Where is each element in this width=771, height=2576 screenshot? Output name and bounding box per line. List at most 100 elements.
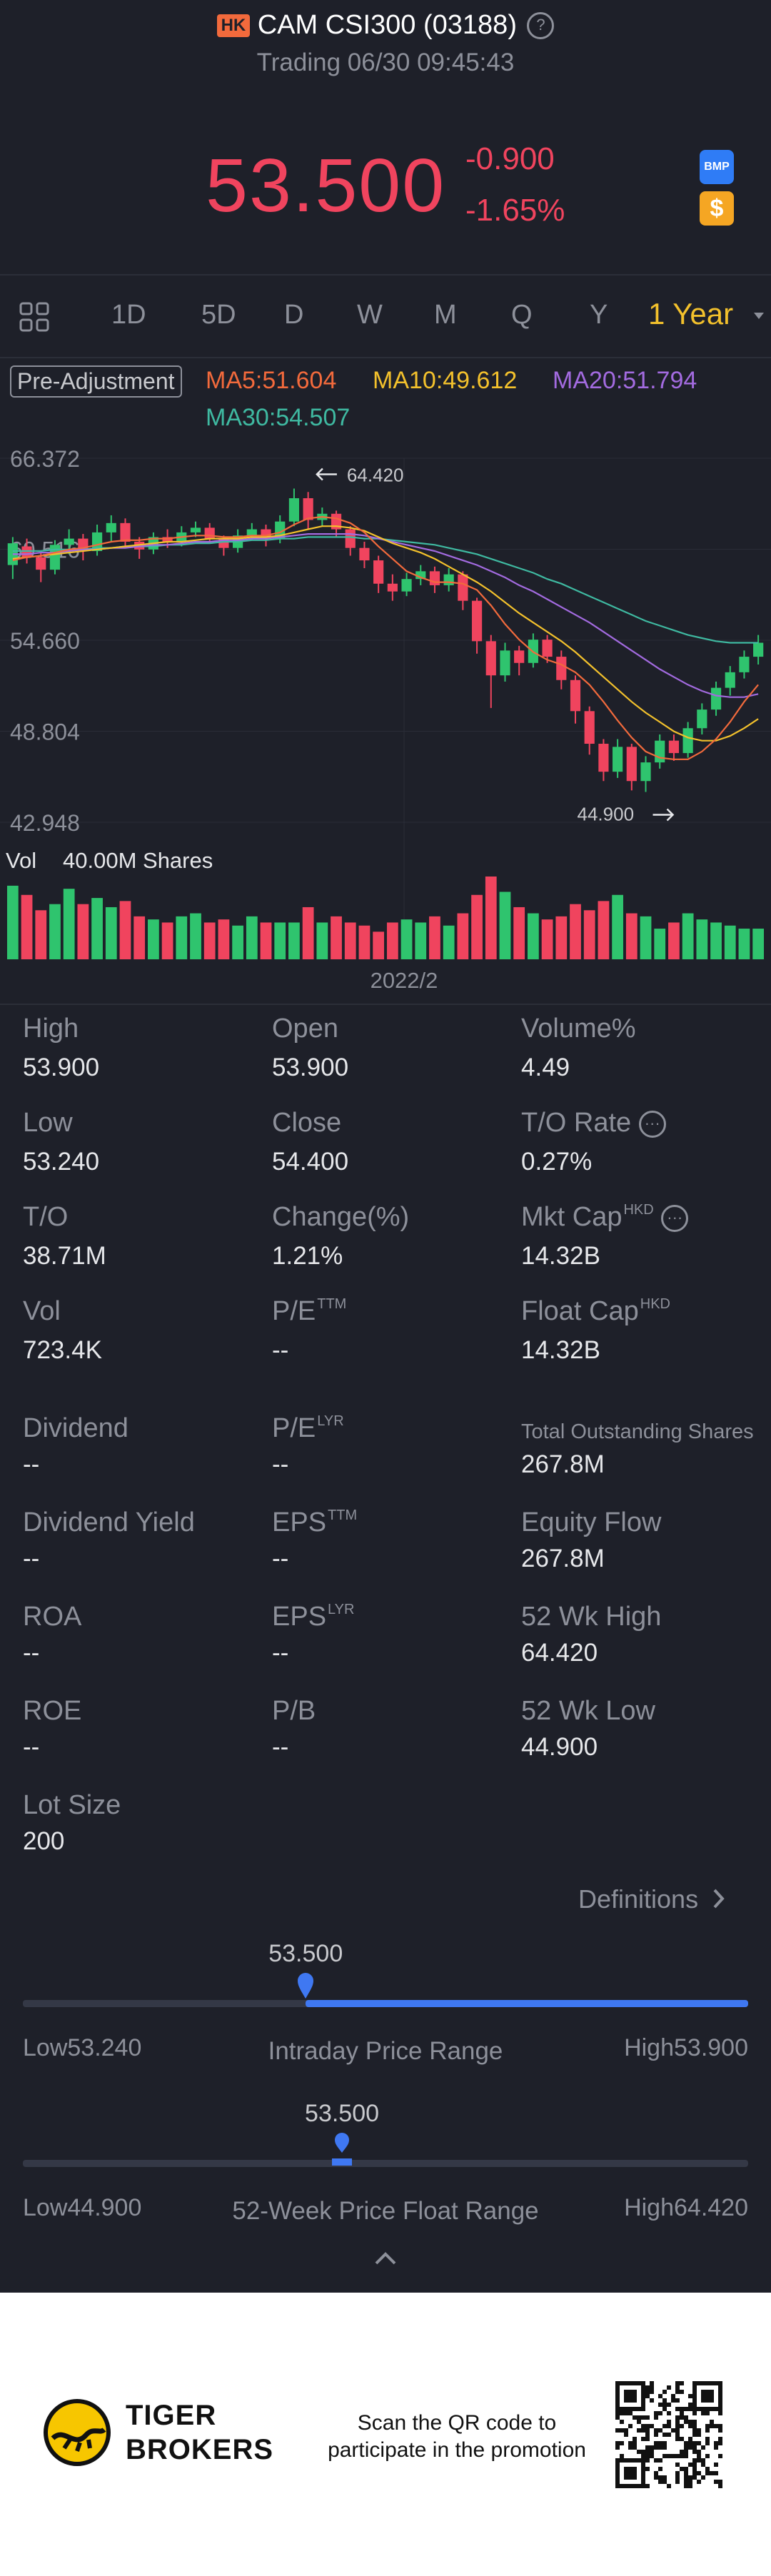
ma10-line [12, 525, 759, 742]
volume-bar [344, 922, 356, 959]
dividend-yield-label: Dividend Yield [23, 1507, 195, 1537]
open-label: Open [272, 1014, 338, 1044]
candle [415, 571, 426, 580]
volume-bar [358, 925, 371, 959]
intraday-title: Intraday Price Range [268, 2037, 503, 2065]
volume-bar [246, 916, 258, 959]
roa-label: ROA [23, 1602, 82, 1632]
volume-bar [176, 916, 188, 959]
eps-lyr-text: EPS [272, 1602, 327, 1632]
tab-m[interactable]: M [434, 300, 457, 330]
dividend-label: Dividend [23, 1413, 128, 1443]
volume-bar [682, 913, 694, 959]
y-tick-label: 66.372 [10, 446, 80, 472]
volume-bar [710, 922, 722, 959]
high-label: High [23, 1014, 79, 1044]
y-tick-label: 54.660 [10, 628, 80, 654]
volume-bar [35, 910, 47, 959]
open-value: 53.900 [272, 1054, 349, 1081]
week52-low: Low44.900 [23, 2194, 142, 2221]
mkt-cap-value: 14.32B [521, 1242, 600, 1270]
float-cap-value: 14.32B [521, 1336, 600, 1364]
intraday-low: Low53.240 [23, 2034, 142, 2061]
y-tick-label: 42.948 [10, 810, 80, 836]
to-rate-value: 0.27% [521, 1148, 593, 1176]
tab-y[interactable]: Y [590, 300, 608, 330]
change-pct-value: 1.21% [272, 1242, 343, 1270]
volume-bar [513, 906, 525, 959]
volume-bar [640, 916, 652, 959]
candle [359, 547, 370, 561]
map-pin-icon [331, 2131, 353, 2166]
vol-label: Vol [23, 1296, 61, 1326]
tab-w[interactable]: W [357, 300, 383, 330]
volume-bar [119, 901, 131, 959]
candlestick-chart[interactable]: 66.37260.51654.66048.80442.94864.42044.9… [0, 443, 771, 1242]
volume-bar [555, 916, 568, 959]
volume-bar [105, 906, 117, 959]
volume-bar [471, 894, 483, 959]
mkt-cap-currency: HKD [623, 1202, 654, 1218]
pe-ttm-value: -- [272, 1336, 289, 1364]
candle [739, 657, 750, 672]
candle [387, 583, 398, 592]
volume-bar [133, 916, 146, 959]
intraday-current-price: 53.500 [268, 1940, 343, 1967]
low-value: 53.240 [23, 1148, 100, 1176]
week52-current-price: 53.500 [305, 2100, 380, 2127]
total-shares-label: Total Outstanding Shares [521, 1420, 754, 1443]
equity-flow-label: Equity Flow [521, 1507, 662, 1537]
help-icon[interactable]: ? [527, 11, 555, 39]
candle [21, 546, 32, 557]
close-label: Close [272, 1108, 342, 1138]
volume-bar [400, 919, 413, 959]
tab-q[interactable]: Q [511, 300, 533, 330]
tab-d[interactable]: D [284, 300, 304, 330]
pe-ttm-label: P/E TTM [272, 1296, 346, 1327]
mkt-cap-text: Mkt Cap [521, 1202, 623, 1232]
candle [697, 709, 707, 729]
period-tabs: 1D 5D D W M Q Y 1 Year [0, 276, 771, 355]
volume-bar [6, 885, 19, 959]
eps-ttm-value: -- [272, 1545, 289, 1572]
bmp-icon[interactable]: BMP [700, 150, 734, 184]
more-info-icon[interactable]: ··· [638, 1110, 666, 1138]
volume-bar [570, 904, 581, 959]
brand-name-line2: BROKERS [126, 2434, 274, 2465]
volume-bar [63, 889, 75, 959]
collapse-chevron-up-icon[interactable] [374, 2251, 397, 2269]
candle [303, 497, 313, 520]
stock-title: CAM CSI300 (03188) [257, 10, 517, 40]
tab-1d[interactable]: 1D [111, 300, 146, 330]
candle [584, 711, 595, 744]
tab-1-year[interactable]: 1 Year [648, 297, 734, 330]
pe-lyr-sup: LYR [317, 1413, 344, 1429]
caret-down-icon[interactable] [753, 311, 765, 324]
arrow-left-icon [316, 468, 337, 481]
candle [246, 529, 257, 536]
more-info-icon[interactable]: ··· [661, 1204, 689, 1232]
high-value: 53.900 [23, 1054, 100, 1081]
layout-grid-icon[interactable] [19, 301, 51, 334]
volume-bar [288, 922, 300, 959]
pre-adjustment-button[interactable]: Pre-Adjustment [10, 365, 182, 398]
volume-bar [415, 922, 427, 959]
candle [204, 527, 215, 539]
map-pin-icon [296, 1971, 315, 2000]
volume-bar [218, 919, 230, 959]
definitions-link[interactable]: Definitions [578, 1884, 725, 1916]
candle [373, 560, 384, 584]
week52-title: 52-Week Price Float Range [232, 2197, 539, 2225]
volume-bar [654, 929, 666, 959]
price-change-pct: -1.65% [465, 193, 565, 228]
dollar-icon[interactable]: $ [700, 191, 734, 226]
lot-size-value: 200 [23, 1827, 65, 1855]
candle [514, 650, 525, 663]
pe-lyr-text: P/E [272, 1413, 316, 1443]
float-cap-currency: HKD [640, 1296, 670, 1312]
candle [106, 522, 116, 532]
volume-bar [386, 922, 398, 959]
tab-5d[interactable]: 5D [201, 300, 236, 330]
qr-code-icon[interactable] [615, 2381, 722, 2488]
arrow-right-icon [652, 808, 675, 822]
